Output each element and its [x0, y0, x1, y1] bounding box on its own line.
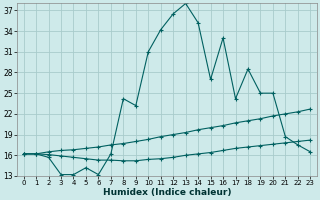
X-axis label: Humidex (Indice chaleur): Humidex (Indice chaleur): [103, 188, 231, 197]
